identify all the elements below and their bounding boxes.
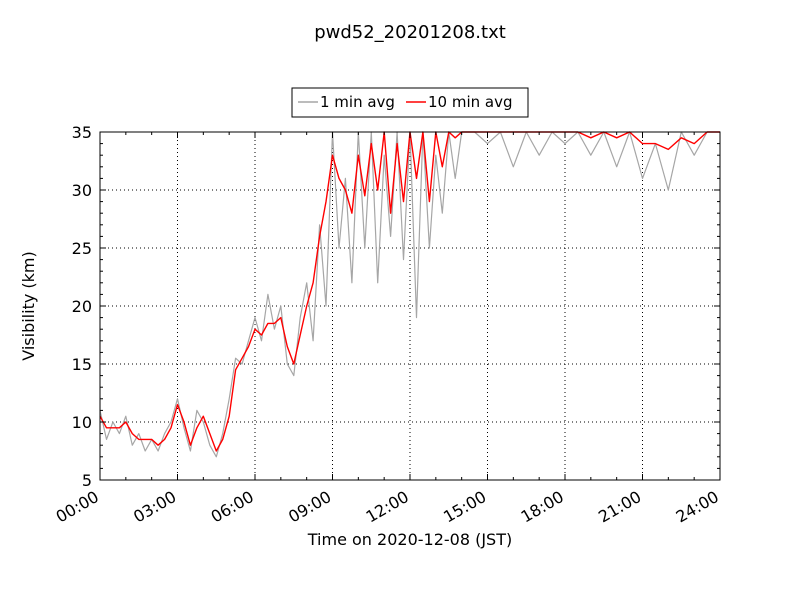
y-tick-label: 10 bbox=[72, 413, 92, 432]
x-tick-label: 18:00 bbox=[518, 487, 567, 527]
x-axis-label: Time on 2020-12-08 (JST) bbox=[307, 530, 512, 549]
x-tick-label: 21:00 bbox=[595, 487, 644, 527]
x-tick-label: 15:00 bbox=[440, 487, 489, 527]
axis-ticks: 00:00 03:00 06:00 09:00 12:00 15:00 18:00 21:00… bbox=[53, 123, 722, 527]
grid-lines bbox=[100, 132, 720, 480]
legend-label-10min: 10 min avg bbox=[428, 93, 513, 111]
x-tick-label: 00:00 bbox=[53, 487, 102, 527]
chart-title: pwd52_20201208.txt bbox=[314, 22, 506, 43]
x-tick-label: 09:00 bbox=[285, 487, 334, 527]
series-line-10min-avg bbox=[99, 131, 720, 452]
y-tick-label: 5 bbox=[82, 471, 92, 490]
x-tick-label: 12:00 bbox=[363, 487, 412, 527]
x-tick-label: 03:00 bbox=[130, 487, 179, 527]
x-tick-label: 06:00 bbox=[208, 487, 257, 527]
y-tick-label: 25 bbox=[72, 239, 92, 258]
y-tick-label: 20 bbox=[72, 297, 92, 316]
y-tick-label: 15 bbox=[72, 355, 92, 374]
legend-label-1min: 1 min avg bbox=[320, 93, 395, 111]
x-tick-label: 24:00 bbox=[673, 487, 722, 527]
y-tick-label: 35 bbox=[72, 123, 92, 142]
y-axis-label: Visibility (km) bbox=[19, 251, 38, 360]
y-tick-label: 30 bbox=[72, 181, 92, 200]
legend: 1 min avg 10 min avg bbox=[291, 87, 529, 118]
